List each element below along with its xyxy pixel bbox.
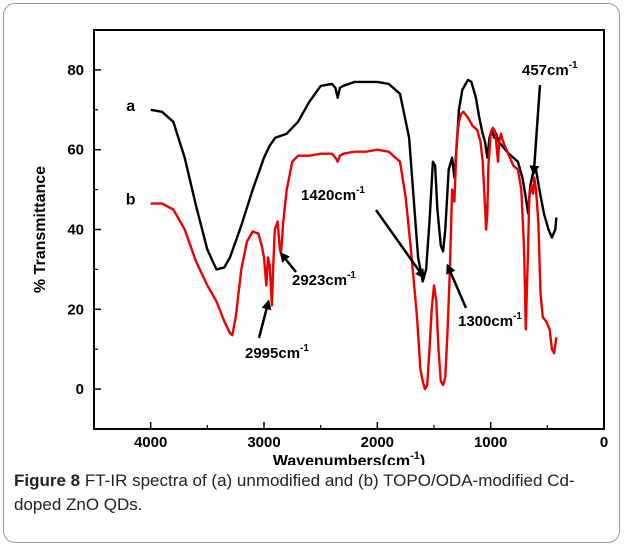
annotation-arrow: [374, 209, 425, 280]
figure-frame: [3, 3, 620, 543]
curve-label-b: b: [126, 192, 136, 209]
series-line-b: [150, 110, 558, 391]
x-tick-label: 3000: [247, 434, 280, 451]
ftir-chart: 4000 3000 2000 1000 0 0 20 40 60 80 a b 457cm-1 142…: [32, 29, 608, 465]
x-tick-label: 4000: [134, 434, 167, 451]
y-tick-label: 0: [76, 381, 84, 398]
x-axis-label-tail: ): [420, 453, 425, 465]
y-tick-label: 80: [67, 62, 84, 79]
x-axis-label-sup: -1: [410, 450, 420, 462]
x-tick-label: 1000: [474, 434, 507, 451]
annotation-label: 2995cm-1: [245, 343, 309, 362]
x-tick-label: 0: [600, 434, 608, 451]
caption-text: FT-IR spectra of (a) unmodified and (b) …: [14, 471, 575, 514]
x-tick-label: 2000: [361, 434, 394, 451]
x-axis-label-main: Wavenumbers(cm: [273, 453, 410, 465]
y-axis-label: % Transmittance: [32, 166, 49, 293]
y-tick-label: 40: [67, 222, 84, 239]
annotation-arrow: [446, 263, 468, 309]
annotation-label: 457cm-1: [522, 60, 578, 79]
annotation-label: 1420cm-1: [301, 185, 365, 204]
series-line-a: [150, 78, 558, 283]
y-tick-label: 60: [67, 142, 84, 159]
x-axis-label: Wavenumbers(cm-1): [273, 450, 425, 465]
curve-label-a: a: [126, 98, 135, 115]
annotation-arrow: [279, 251, 297, 273]
figure-caption: Figure 8 FT-IR spectra of (a) unmodified…: [14, 469, 610, 517]
annotation-label: 2923cm-1: [292, 270, 356, 289]
annotation-arrow: [529, 84, 542, 176]
annotation-label: 1300cm-1: [458, 311, 522, 330]
annotation-arrow: [257, 299, 272, 339]
caption-lead: Figure 8: [14, 471, 81, 490]
y-tick-label: 20: [67, 301, 84, 318]
